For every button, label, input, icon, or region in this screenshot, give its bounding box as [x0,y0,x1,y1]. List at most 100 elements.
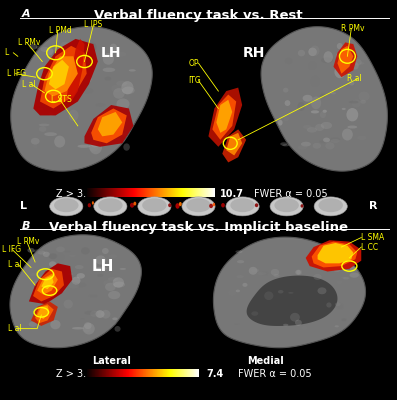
Ellipse shape [73,72,77,74]
Ellipse shape [335,303,344,310]
Ellipse shape [285,100,290,106]
Text: L aI: L aI [22,80,36,89]
Ellipse shape [295,270,301,275]
Ellipse shape [56,246,65,252]
Ellipse shape [257,272,266,275]
Ellipse shape [83,76,91,83]
Ellipse shape [341,277,346,278]
Ellipse shape [283,117,289,121]
Ellipse shape [108,277,118,281]
Ellipse shape [81,65,90,71]
Ellipse shape [318,287,326,294]
Text: ITG: ITG [189,76,201,85]
Ellipse shape [342,128,353,140]
Ellipse shape [52,95,62,99]
Ellipse shape [65,250,70,252]
Polygon shape [226,133,242,156]
Ellipse shape [112,321,116,325]
Ellipse shape [335,302,341,306]
Ellipse shape [297,270,302,275]
Ellipse shape [95,267,107,270]
Ellipse shape [274,274,279,277]
Polygon shape [10,235,141,348]
Text: OP: OP [189,59,199,68]
Ellipse shape [48,253,58,259]
Ellipse shape [84,311,94,315]
Ellipse shape [87,134,91,135]
Ellipse shape [133,202,136,206]
Text: A: A [22,9,31,19]
Ellipse shape [179,202,182,206]
Ellipse shape [129,69,136,72]
Ellipse shape [182,197,215,216]
Ellipse shape [333,257,338,261]
Ellipse shape [96,103,105,107]
Polygon shape [41,276,54,289]
Ellipse shape [56,254,65,261]
Ellipse shape [321,122,332,129]
Ellipse shape [321,92,326,95]
Ellipse shape [347,108,358,121]
Ellipse shape [359,62,364,64]
Ellipse shape [168,203,172,207]
Ellipse shape [282,144,289,146]
Ellipse shape [209,204,213,208]
Ellipse shape [50,320,60,329]
Ellipse shape [358,92,370,101]
Ellipse shape [52,50,62,58]
Ellipse shape [230,198,255,212]
Ellipse shape [123,143,130,151]
Ellipse shape [75,282,87,287]
Ellipse shape [57,273,65,277]
Polygon shape [212,94,236,140]
Ellipse shape [88,203,91,207]
Ellipse shape [77,273,85,279]
Ellipse shape [50,197,83,216]
Polygon shape [333,42,357,77]
Ellipse shape [77,80,87,90]
Ellipse shape [301,326,308,330]
Ellipse shape [352,62,359,70]
Ellipse shape [67,274,73,275]
Ellipse shape [32,76,39,80]
Ellipse shape [318,198,343,212]
Ellipse shape [54,136,65,148]
Ellipse shape [297,102,305,111]
Ellipse shape [103,280,113,286]
Ellipse shape [94,197,127,216]
Ellipse shape [302,128,307,132]
Polygon shape [337,46,353,74]
Ellipse shape [91,138,99,147]
Ellipse shape [97,274,103,277]
Ellipse shape [105,283,116,291]
Ellipse shape [213,203,215,206]
Ellipse shape [122,87,135,94]
Polygon shape [222,129,246,162]
Ellipse shape [311,96,321,109]
Text: Z > 3.1: Z > 3.1 [56,369,92,379]
Ellipse shape [54,198,79,212]
Ellipse shape [89,140,102,154]
Ellipse shape [101,310,110,318]
Polygon shape [37,273,58,295]
Ellipse shape [319,140,327,143]
Ellipse shape [130,203,134,208]
Text: B: B [22,221,30,231]
Ellipse shape [27,248,35,253]
Text: L IPS: L IPS [85,20,103,30]
Ellipse shape [120,137,125,142]
Ellipse shape [55,270,66,278]
Ellipse shape [321,57,333,63]
Text: L aI: L aI [8,324,22,333]
Ellipse shape [90,311,98,317]
Ellipse shape [330,126,341,137]
Ellipse shape [331,139,339,143]
Ellipse shape [75,265,84,269]
Ellipse shape [29,322,37,327]
Ellipse shape [60,42,70,49]
Ellipse shape [295,320,302,326]
Ellipse shape [285,58,293,64]
Ellipse shape [251,268,259,272]
Ellipse shape [72,76,79,78]
Polygon shape [35,304,54,323]
